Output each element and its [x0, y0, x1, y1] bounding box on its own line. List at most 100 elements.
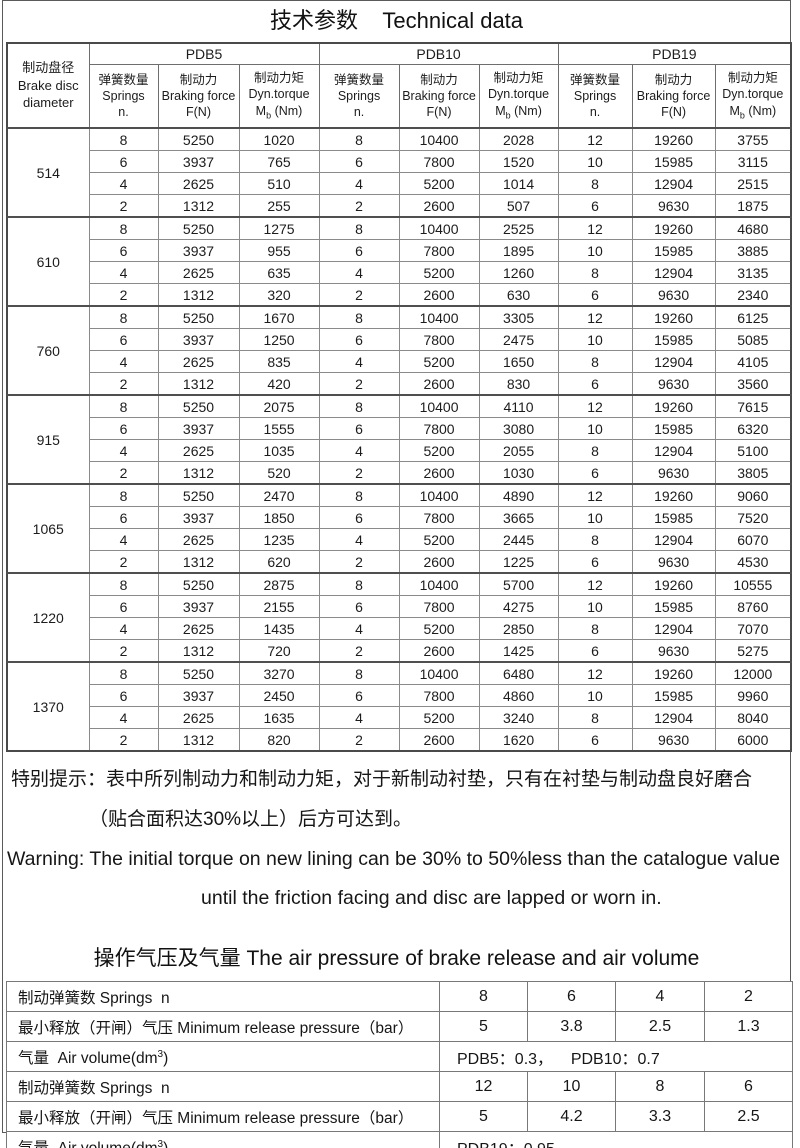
air-volume-value: PDB19：0.95: [439, 1131, 793, 1148]
data-cell: 2: [88, 372, 159, 396]
data-cell: 3240: [478, 706, 559, 729]
data-cell: 2625: [157, 350, 240, 373]
data-cell: 5100: [714, 439, 792, 462]
data-cell: 19260: [631, 127, 716, 151]
data-cell: 12904: [631, 261, 716, 284]
data-cell: 12904: [631, 439, 716, 462]
label-text: ): [163, 1139, 169, 1148]
data-cell: 1620: [478, 728, 559, 752]
warning-block: 特别提示：表中所列制动力和制动力矩，对于新制动衬垫，只有在衬垫与制动盘良好磨合 …: [3, 764, 790, 910]
data-cell: 6320: [714, 417, 792, 440]
data-cell: 6: [557, 550, 633, 574]
data-cell: 3805: [714, 461, 792, 485]
data-cell: 9060: [714, 483, 792, 507]
header-line: Dyn.torque: [487, 87, 550, 102]
data-cell: 3305: [478, 305, 559, 329]
data-cell: 10: [557, 328, 633, 351]
data-cell: 12000: [714, 661, 792, 685]
header-line: F(N): [426, 105, 452, 120]
data-cell: 1250: [238, 328, 320, 351]
data-cell: 4: [88, 706, 159, 729]
data-cell: 1895: [478, 239, 559, 262]
data-cell: 4530: [714, 550, 792, 574]
value-cell: 2.5: [615, 1011, 705, 1042]
data-cell: 6: [557, 372, 633, 396]
data-cell: 6: [318, 684, 400, 707]
data-cell: 7520: [714, 506, 792, 529]
data-cell: 1225: [478, 550, 559, 574]
data-cell: 4: [88, 350, 159, 373]
data-cell: 765: [238, 150, 320, 173]
data-cell: 3937: [157, 328, 240, 351]
table-row: 4 2625 835 4 5200 1650 8 12904 4105: [7, 350, 792, 373]
technical-data-table: 制动盘径 Brake disc diameter PDB5 PDB10 PDB1…: [6, 42, 793, 752]
data-cell: 6: [318, 150, 400, 173]
value-cell: 8: [439, 981, 528, 1012]
data-cell: 9960: [714, 684, 792, 707]
data-cell: 8: [318, 483, 400, 507]
data-cell: 6070: [714, 528, 792, 551]
data-cell: 6: [88, 150, 159, 173]
data-cell: 2: [318, 550, 400, 574]
data-cell: 6: [318, 506, 400, 529]
diameter-cell: 1065: [6, 483, 90, 574]
data-cell: 2850: [478, 617, 559, 640]
data-cell: 1435: [238, 617, 320, 640]
data-cell: 4: [318, 439, 400, 462]
data-cell: 1312: [157, 461, 240, 485]
data-cell: 1312: [157, 639, 240, 663]
data-cell: 2600: [398, 194, 480, 218]
data-cell: 2028: [478, 127, 559, 151]
data-cell: 1260: [478, 261, 559, 284]
data-cell: 2470: [238, 483, 320, 507]
data-cell: 10: [557, 506, 633, 529]
data-cell: 12904: [631, 706, 716, 729]
row-label: 制动弹簧数 Springs n: [6, 1071, 440, 1102]
value-cell: 10: [527, 1071, 616, 1102]
page-title: 技术参数 Technical data: [269, 8, 524, 33]
data-cell: 3937: [157, 417, 240, 440]
data-cell: 4110: [478, 394, 559, 418]
row-label: 最小释放（开闸）气压 Minimum release pressure（bar）: [6, 1011, 440, 1042]
data-cell: 19260: [631, 661, 716, 685]
data-cell: 8: [88, 305, 159, 329]
header-line: n.: [118, 105, 129, 120]
data-cell: 2625: [157, 172, 240, 195]
data-cell: 9630: [631, 550, 716, 574]
data-cell: 835: [238, 350, 320, 373]
data-cell: 19260: [631, 305, 716, 329]
torque-subscript: b: [739, 110, 745, 121]
data-cell: 12: [557, 127, 633, 151]
data-cell: 6: [557, 461, 633, 485]
data-cell: 820: [238, 728, 320, 752]
data-cell: 10400: [398, 305, 480, 329]
diameter-cell: 915: [6, 394, 90, 485]
header-unit-line: Mb (Nm): [716, 103, 791, 122]
data-cell: 5250: [157, 661, 240, 685]
data-cell: 4275: [478, 595, 559, 618]
table-row: 1220 8 5250 2875 8 10400 5700 12 19260 10555: [6, 572, 792, 663]
data-cell: 2600: [398, 283, 480, 307]
data-cell: 9630: [631, 194, 716, 218]
data-cell: 2: [318, 639, 400, 663]
data-cell: 15985: [631, 684, 716, 707]
value-cell: 6: [704, 1071, 793, 1102]
data-cell: 2625: [157, 528, 240, 551]
table-row: 915 8 5250 2075 8 10400 4110 12 19260 7615: [6, 394, 792, 485]
table-row: 2 1312 820 2 2600 1620 6 9630 6000: [7, 728, 792, 752]
value-cell: 3.3: [615, 1101, 705, 1132]
data-cell: 2: [88, 283, 159, 307]
data-cell: 510: [238, 172, 320, 195]
table-row: 4 2625 635 4 5200 1260 8 12904 3135: [7, 261, 792, 284]
data-cell: 10400: [398, 483, 480, 507]
data-cell: 4105: [714, 350, 792, 373]
group-header-pdb5: PDB5: [88, 42, 320, 65]
data-cell: 2: [88, 550, 159, 574]
data-cell: 3885: [714, 239, 792, 262]
data-cell: 12904: [631, 528, 716, 551]
data-cell: 3270: [238, 661, 320, 685]
data-cell: 6: [318, 595, 400, 618]
